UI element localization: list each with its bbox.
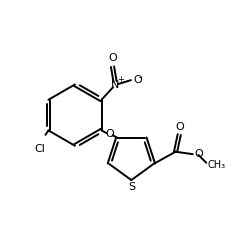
Text: S: S <box>128 182 135 192</box>
Text: Cl: Cl <box>34 144 45 154</box>
Text: N: N <box>111 80 119 90</box>
Text: O: O <box>194 149 203 159</box>
Text: O: O <box>133 75 142 85</box>
Text: O: O <box>105 129 114 139</box>
Text: +: + <box>117 75 124 84</box>
Text: O: O <box>175 122 184 132</box>
Text: -: - <box>139 72 142 82</box>
Text: CH₃: CH₃ <box>208 160 226 170</box>
Text: O: O <box>108 53 117 63</box>
